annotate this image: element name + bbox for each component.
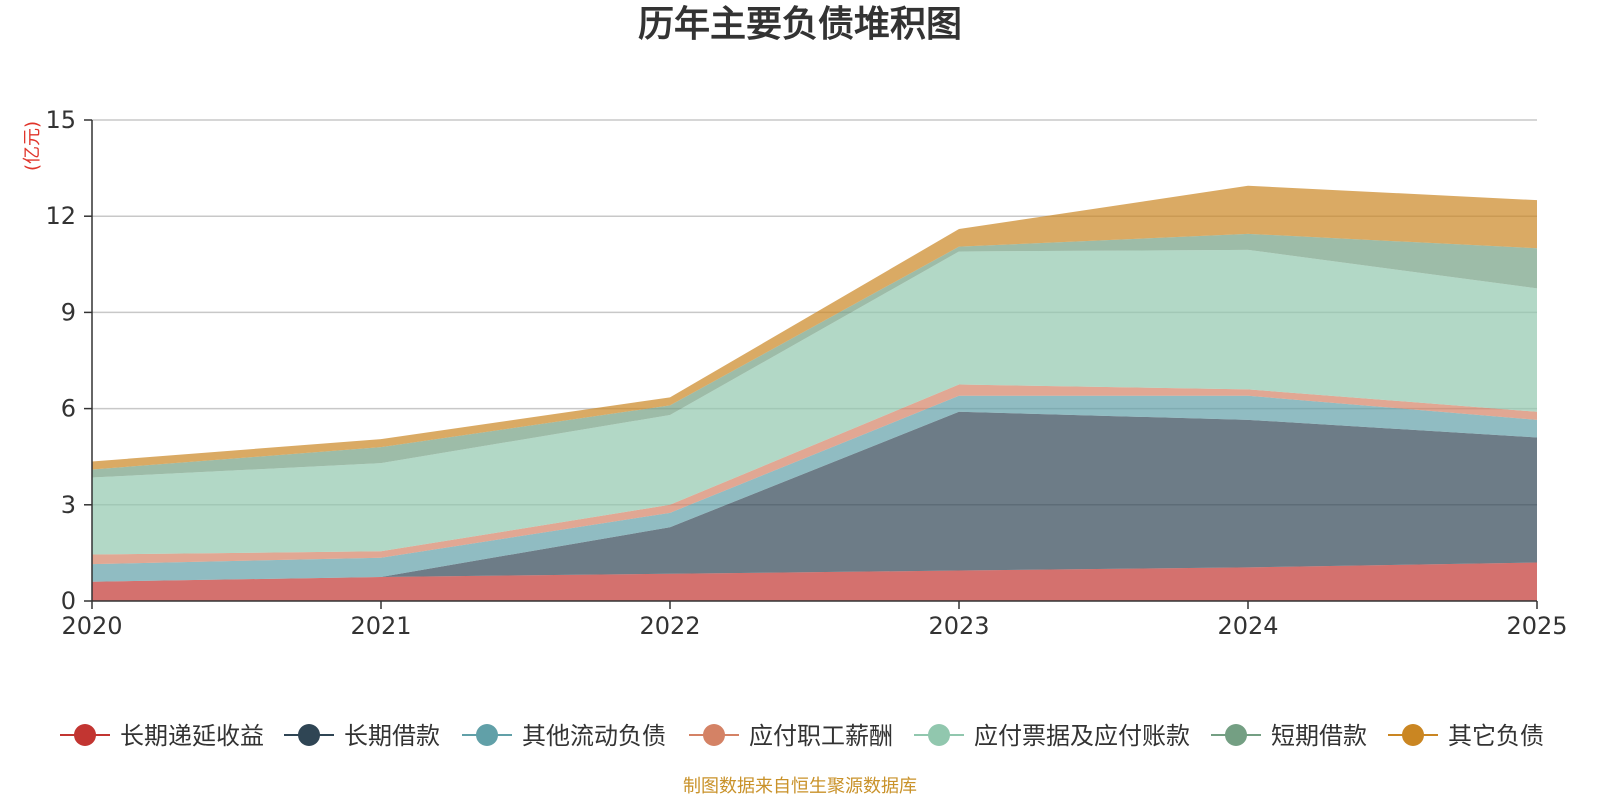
area-series-2 <box>92 411 1537 582</box>
legend-swatch-marker <box>476 724 498 746</box>
legend-swatch-marker <box>703 724 725 746</box>
legend-item: 短期借款 <box>1211 722 1367 750</box>
legend-label: 短期借款 <box>1271 722 1367 750</box>
x-tick-label: 2025 <box>1506 612 1567 640</box>
y-tick-label: 15 <box>45 106 76 134</box>
legend-swatch-marker <box>928 724 950 746</box>
legend-label: 其它负债 <box>1448 722 1544 750</box>
legend-label: 应付票据及应付账款 <box>974 722 1190 750</box>
legend-swatch-marker <box>1225 724 1247 746</box>
legend-swatch-marker <box>1402 724 1424 746</box>
x-tick-label: 2020 <box>61 612 122 640</box>
area-series-1 <box>92 562 1537 601</box>
legend-swatch-marker <box>74 724 96 746</box>
legend-label: 长期借款 <box>344 722 440 750</box>
legend-swatch-marker <box>298 724 320 746</box>
chart-title: 历年主要负债堆积图 <box>638 4 962 45</box>
area-series-7 <box>92 185 1537 470</box>
area-series-5 <box>92 249 1537 555</box>
legend-label: 长期递延收益 <box>120 722 264 750</box>
area-series-3 <box>92 395 1537 582</box>
area-series-group <box>92 185 1537 601</box>
y-tick-label: 0 <box>61 587 76 615</box>
x-tick-label: 2022 <box>639 612 700 640</box>
y-tick-label: 9 <box>61 298 76 326</box>
legend-item: 长期借款 <box>284 722 440 750</box>
area-series-6 <box>92 233 1537 478</box>
legend-label: 其他流动负债 <box>522 722 666 750</box>
legend-item: 其他流动负债 <box>462 722 666 750</box>
legend-item: 应付票据及应付账款 <box>914 722 1190 750</box>
legend-item: 其它负债 <box>1388 722 1544 750</box>
legend-label: 应付职工薪酬 <box>749 722 893 750</box>
legend: 长期递延收益 长期借款 其他流动负债 应付职工薪酬 应付票据及应付账款 短期借款 其它负债 <box>60 722 1544 750</box>
y-axis-unit-label: (亿元) <box>22 121 43 171</box>
x-tick-label: 2021 <box>350 612 411 640</box>
x-tick-label: 2024 <box>1217 612 1278 640</box>
legend-item: 应付职工薪酬 <box>689 722 893 750</box>
area-series-4 <box>92 384 1537 565</box>
axes: 0 3 6 9 12 15 2020 2021 2022 2023 2024 2025 <box>45 106 1567 640</box>
y-tick-label: 3 <box>61 491 76 519</box>
y-tick-label: 6 <box>61 395 76 423</box>
source-note: 制图数据来自恒生聚源数据库 <box>683 776 917 797</box>
x-tick-label: 2023 <box>928 612 989 640</box>
y-tick-label: 12 <box>45 202 76 230</box>
legend-item: 长期递延收益 <box>60 722 264 750</box>
